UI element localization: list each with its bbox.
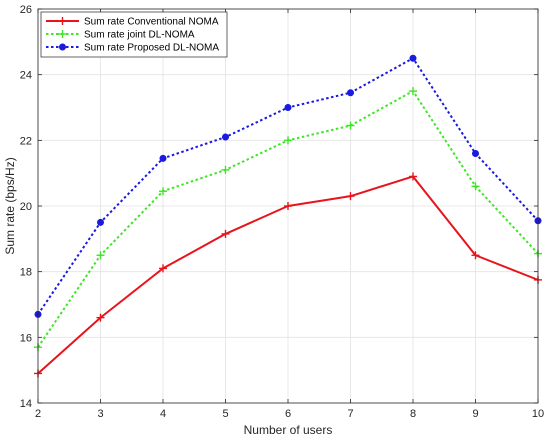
legend-marker-3: [58, 43, 66, 51]
x-tick-label: 4: [160, 408, 166, 420]
series-1-point: [284, 202, 292, 210]
y-tick-label: 26: [20, 4, 32, 16]
series-2-point: [221, 165, 230, 174]
legend-label-2: Sum rate joint DL-NOMA: [84, 30, 195, 41]
x-tick-label: 2: [35, 408, 41, 420]
ticks: 2 3 4 5 6 7 8 9 10 14 16 18 20 22 24 26: [20, 4, 544, 420]
x-tick-label: 5: [222, 408, 228, 420]
x-tick-label: 8: [410, 408, 416, 420]
x-axis-label: Number of users: [244, 423, 333, 437]
series-3: [34, 54, 542, 318]
x-tick-label: 7: [347, 408, 353, 420]
y-tick-label: 22: [20, 135, 32, 147]
series-2-point: [96, 251, 105, 260]
series-3-point: [346, 89, 354, 97]
y-tick-label: 18: [20, 267, 32, 279]
series-3-point: [222, 133, 230, 141]
series-3-point: [159, 154, 167, 162]
series-1-point: [409, 172, 417, 181]
series-1-point: [159, 264, 167, 273]
y-tick-label: 14: [20, 398, 32, 410]
y-axis-label: Sum rate (bps/Hz): [3, 157, 17, 254]
legend: Sum rate Conventional NOMA Sum rate joint…: [40, 11, 228, 58]
x-tick-label: 9: [472, 408, 478, 420]
series-1-point: [471, 251, 480, 260]
series-1-point: [346, 192, 355, 201]
x-tick-label: 3: [97, 408, 103, 420]
legend-label-1: Sum rate Conventional NOMA: [84, 17, 219, 28]
legend-label-3: Sum rate Proposed DL-NOMA: [84, 43, 219, 54]
legend-marker-2: [58, 30, 67, 38]
series-2-point: [346, 121, 355, 130]
y-tick-label: 16: [20, 332, 32, 344]
series-2-point: [284, 136, 292, 145]
legend-marker-1: [58, 17, 67, 25]
x-tick-label: 6: [285, 408, 291, 420]
series-1-point: [221, 229, 230, 238]
series-3-point: [284, 104, 292, 112]
series-2-point: [471, 182, 480, 191]
series-layer: [34, 54, 542, 378]
y-tick-label: 20: [20, 201, 32, 213]
series-1-point: [96, 313, 105, 322]
series-3-point: [97, 218, 105, 226]
y-tick-label: 24: [20, 70, 32, 82]
series-2-point: [159, 187, 167, 196]
series-3-point: [409, 54, 417, 62]
series-3-point: [471, 149, 479, 157]
series-2-point: [409, 87, 417, 96]
x-tick-label: 10: [532, 408, 544, 420]
